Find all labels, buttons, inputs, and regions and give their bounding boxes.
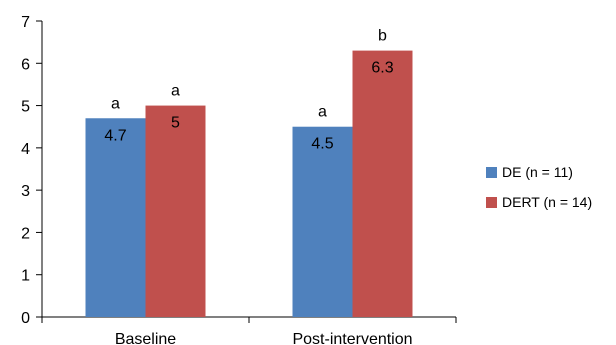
legend: DE (n = 11) DERT (n = 14) bbox=[486, 164, 592, 210]
significance-letter: b bbox=[378, 28, 387, 45]
bar bbox=[145, 105, 206, 317]
y-tick-label: 0 bbox=[21, 310, 30, 327]
data-labels: 4.7 a 5 a 4.5 a 6.3 b bbox=[104, 28, 393, 153]
data-label: 4.7 bbox=[104, 127, 126, 144]
data-label: 5 bbox=[171, 115, 180, 132]
bars bbox=[85, 50, 413, 317]
significance-letter: a bbox=[171, 83, 180, 100]
legend-swatch bbox=[486, 167, 497, 178]
legend-swatch bbox=[486, 197, 497, 208]
bar bbox=[292, 126, 353, 317]
data-label: 6.3 bbox=[371, 60, 393, 77]
y-tick-label: 7 bbox=[21, 14, 30, 31]
x-tick-label: Baseline bbox=[115, 331, 176, 345]
y-tick-label: 5 bbox=[21, 99, 30, 116]
significance-letter: a bbox=[318, 104, 327, 121]
y-tick-label: 3 bbox=[21, 183, 30, 200]
bar bbox=[85, 118, 146, 317]
y-tick-label: 1 bbox=[21, 268, 30, 285]
y-tick-label: 4 bbox=[21, 141, 30, 158]
data-label: 4.5 bbox=[311, 136, 333, 153]
y-tick-label: 2 bbox=[21, 225, 30, 242]
bar bbox=[352, 50, 413, 317]
legend-label: DE (n = 11) bbox=[502, 164, 573, 180]
y-tick-label: 6 bbox=[21, 56, 30, 73]
legend-label: DERT (n = 14) bbox=[502, 194, 592, 210]
significance-letter: a bbox=[111, 95, 120, 112]
x-tick-label: Post-intervention bbox=[292, 331, 412, 345]
